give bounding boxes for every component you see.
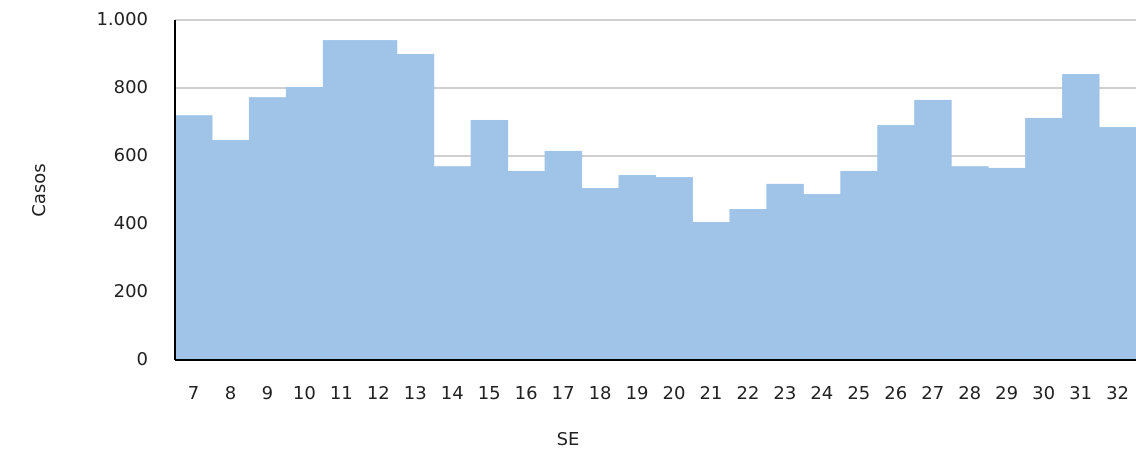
x-tick-label: 21 <box>699 383 722 404</box>
x-axis-title: SE <box>557 429 580 450</box>
x-tick-label: 12 <box>367 383 390 404</box>
bar <box>248 97 287 361</box>
x-tick-label: 19 <box>626 383 649 404</box>
y-tick-label: 800 <box>114 77 148 98</box>
x-tick-label: 27 <box>921 383 944 404</box>
x-tick-label: 10 <box>293 383 316 404</box>
x-tick-label: 17 <box>552 383 575 404</box>
bar <box>322 40 361 361</box>
x-tick-label: 18 <box>589 383 612 404</box>
x-tick-label: 23 <box>773 383 796 404</box>
bar <box>507 170 546 360</box>
bar <box>175 115 213 360</box>
x-tick-label: 25 <box>847 383 870 404</box>
x-tick-label: 32 <box>1106 383 1129 404</box>
y-axis-title: Casos <box>29 163 50 216</box>
bar <box>877 125 915 360</box>
x-tick-label: 15 <box>478 383 501 404</box>
y-tick-label: 200 <box>114 281 148 302</box>
x-tick-label: 16 <box>515 383 538 404</box>
x-tick-label: 28 <box>958 383 981 404</box>
bar <box>396 54 435 360</box>
bar <box>359 40 398 361</box>
bar <box>1062 74 1100 360</box>
bar <box>544 150 583 360</box>
bar <box>840 170 878 360</box>
y-tick-label: 1.000 <box>96 9 148 30</box>
x-tick-label: 11 <box>330 383 353 404</box>
bar <box>433 166 472 360</box>
x-tick-label: 7 <box>188 383 199 404</box>
bar <box>766 183 804 360</box>
bar <box>581 187 620 360</box>
bar <box>655 177 693 360</box>
bar <box>211 140 250 360</box>
bar <box>1099 127 1136 360</box>
bar <box>951 166 989 360</box>
bar <box>988 167 1026 360</box>
bar <box>618 175 656 360</box>
x-tick-label: 14 <box>441 383 464 404</box>
x-tick-label: 22 <box>736 383 759 404</box>
x-tick-label: 24 <box>810 383 833 404</box>
bar <box>470 119 509 361</box>
x-tick-label: 30 <box>1032 383 1055 404</box>
y-tick-label: 400 <box>114 213 148 234</box>
x-tick-label: 9 <box>262 383 273 404</box>
bar <box>914 99 952 361</box>
x-tick-label: 13 <box>404 383 427 404</box>
bar <box>803 194 841 360</box>
bar <box>729 209 767 360</box>
bar <box>285 86 324 360</box>
x-tick-label: 26 <box>884 383 907 404</box>
x-tick-label: 29 <box>995 383 1018 404</box>
bar <box>1025 117 1063 360</box>
y-tick-label: 0 <box>137 349 148 370</box>
x-tick-label: 8 <box>225 383 236 404</box>
x-tick-label: 31 <box>1069 383 1092 404</box>
y-tick-label: 600 <box>114 145 148 166</box>
bar <box>692 221 730 360</box>
x-tick-label: 20 <box>663 383 686 404</box>
